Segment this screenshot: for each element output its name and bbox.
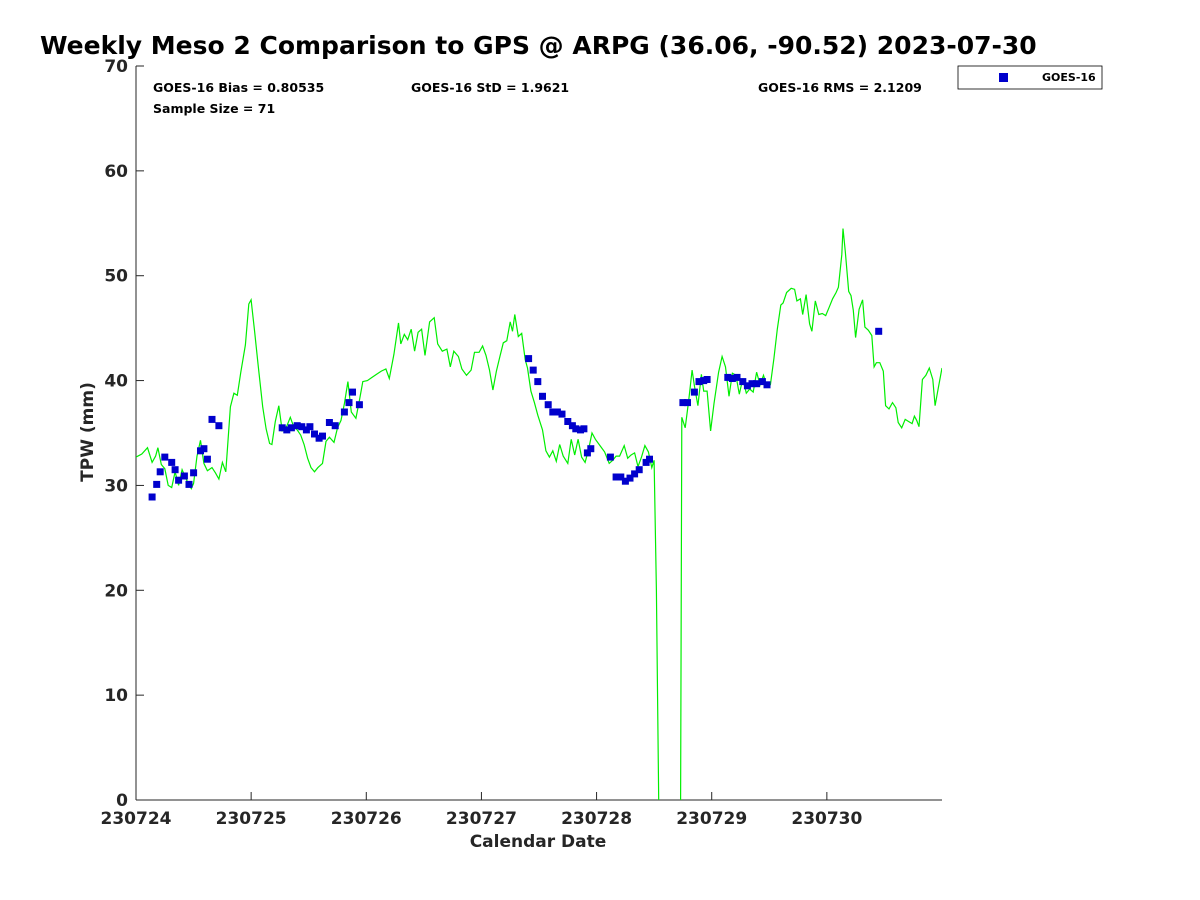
y-tick-label: 50 xyxy=(104,267,128,287)
chart-title: Weekly Meso 2 Comparison to GPS @ ARPG (… xyxy=(40,31,1037,60)
goes16-data-point xyxy=(148,493,156,501)
goes16-data-point xyxy=(587,445,595,453)
goes16-data-point xyxy=(539,392,546,400)
goes16-data-point xyxy=(168,458,176,466)
goes16-data-point xyxy=(758,378,766,386)
goes16-data-point xyxy=(287,424,295,432)
legend-box xyxy=(957,65,1103,90)
goes16-data-point xyxy=(175,476,183,484)
goes16-data-point xyxy=(583,449,591,457)
goes16-data-point xyxy=(724,373,732,381)
goes16-data-point xyxy=(161,453,169,461)
gps-series-line xyxy=(680,228,942,800)
goes16-data-point xyxy=(612,473,620,481)
goes16-data-point xyxy=(278,424,286,432)
goes16-data-point xyxy=(215,422,223,430)
goes16-data-point xyxy=(572,425,580,433)
y-tick-label: 30 xyxy=(104,476,128,496)
y-tick-label: 10 xyxy=(104,686,128,706)
y-tick-label: 20 xyxy=(104,581,128,601)
goes16-data-point xyxy=(331,422,339,430)
goes16-data-point xyxy=(525,355,533,363)
goes16-data-point xyxy=(743,382,751,390)
x-tick-label: 230725 xyxy=(216,809,287,829)
x-tick-label: 230729 xyxy=(676,809,747,829)
goes16-data-point xyxy=(349,388,356,396)
goes16-data-point xyxy=(306,423,314,431)
goes16-data-point xyxy=(635,466,643,474)
goes16-data-point xyxy=(753,380,761,388)
goes16-data-point xyxy=(690,388,698,396)
goes16-data-point xyxy=(325,419,333,426)
goes16-data-point xyxy=(355,401,363,409)
y-tick-label: 60 xyxy=(104,162,128,182)
x-tick-label: 230724 xyxy=(101,809,172,829)
goes16-data-point xyxy=(748,380,756,388)
goes16-data-point xyxy=(171,466,179,474)
goes16-data-point xyxy=(617,473,625,481)
goes16-data-point xyxy=(153,480,161,488)
x-axis-label: Calendar Date xyxy=(470,832,607,852)
goes16-data-point xyxy=(190,469,198,477)
y-tick-label: 0 xyxy=(116,791,128,811)
goes16-data-point xyxy=(553,408,561,416)
goes16-data-point xyxy=(544,401,552,409)
y-tick-label: 70 xyxy=(104,57,128,77)
legend-label-goes16: GOES-16 xyxy=(1042,71,1096,84)
gps-series-line xyxy=(136,297,660,800)
goes16-data-point xyxy=(679,399,687,407)
legend: GOES-16 xyxy=(957,65,1103,90)
goes16-data-point xyxy=(156,468,164,476)
goes16-data-point xyxy=(319,432,326,440)
goes16-data-point xyxy=(298,423,306,431)
legend-marker-goes16 xyxy=(999,73,1008,82)
goes16-data-point xyxy=(549,408,557,416)
goes16-data-point xyxy=(293,422,301,430)
x-tick-label: 230728 xyxy=(561,809,632,829)
stat-std: GOES-16 StD = 1.9621 xyxy=(411,80,569,95)
y-tick-label: 40 xyxy=(104,372,128,392)
goes16-data-point xyxy=(606,453,614,461)
goes16-data-point xyxy=(283,426,291,434)
goes16-data-point xyxy=(180,472,188,480)
goes16-data-point xyxy=(631,470,639,478)
goes16-data-point xyxy=(875,327,883,335)
x-tick-label: 230730 xyxy=(791,809,862,829)
goes16-data-point xyxy=(529,366,537,374)
goes16-data-point xyxy=(564,418,572,425)
goes16-data-point xyxy=(621,477,629,485)
x-tick-label: 230726 xyxy=(331,809,402,829)
stat-bias: GOES-16 Bias = 0.80535 xyxy=(153,80,324,95)
goes16-data-point xyxy=(200,445,208,453)
goes16-data-point xyxy=(733,373,741,381)
goes16-data-point xyxy=(626,474,634,482)
x-tick-label: 230727 xyxy=(446,809,517,829)
goes16-data-point xyxy=(646,455,653,463)
goes16-data-point xyxy=(558,410,566,418)
stat-rms: GOES-16 RMS = 2.1209 xyxy=(758,80,922,95)
goes16-data-point xyxy=(345,399,353,407)
goes16-data-point xyxy=(728,375,736,382)
plot-area: 0 10 20 30 40 50 60 70 230724 230725 230726 230727 2… xyxy=(101,57,942,829)
goes16-data-point xyxy=(203,455,211,463)
goes16-data-point xyxy=(340,408,348,416)
goes16-data-point xyxy=(534,378,542,386)
stat-sample-size: Sample Size = 71 xyxy=(153,101,275,116)
goes16-data-point xyxy=(185,480,193,488)
goes16-data-point xyxy=(739,378,747,386)
goes16-data-point xyxy=(763,381,771,389)
goes16-data-point xyxy=(684,399,691,407)
goes16-data-point xyxy=(311,430,318,438)
goes16-data-point xyxy=(208,415,216,423)
y-axis-label: TPW (mm) xyxy=(78,382,98,482)
goes16-data-point xyxy=(580,425,588,433)
goes16-data-point xyxy=(695,378,703,386)
goes16-data-point xyxy=(703,376,711,383)
